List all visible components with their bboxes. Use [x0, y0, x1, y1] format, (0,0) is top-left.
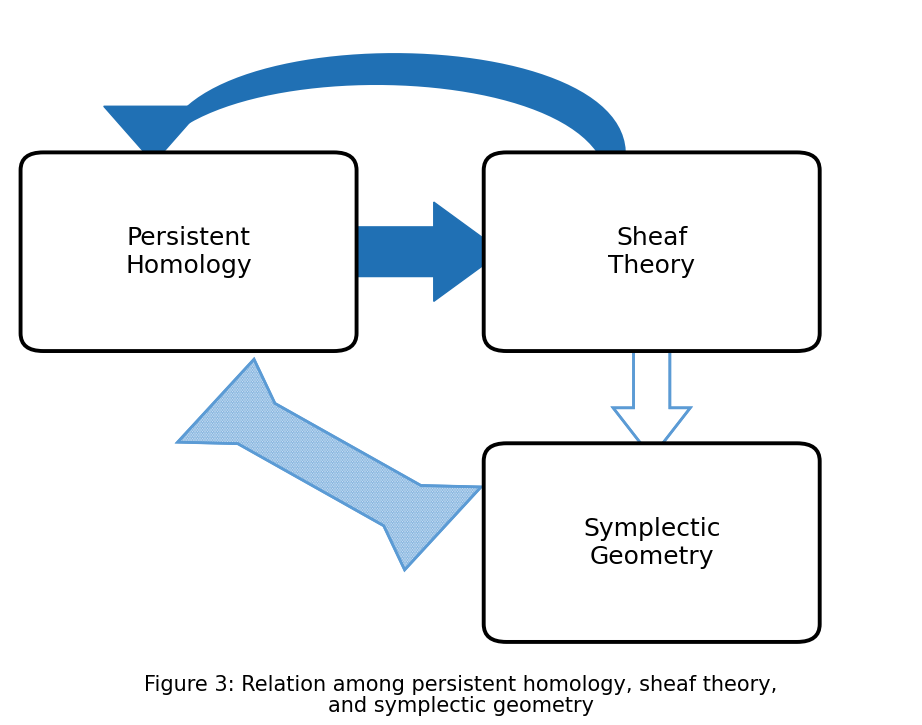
Text: Persistent
Homology: Persistent Homology [125, 225, 252, 278]
Polygon shape [338, 202, 502, 302]
Polygon shape [104, 107, 204, 163]
Polygon shape [178, 360, 481, 570]
Text: Figure 3: Relation among persistent homology, sheaf theory,: Figure 3: Relation among persistent homo… [145, 674, 777, 695]
Text: Symplectic
Geometry: Symplectic Geometry [583, 517, 720, 568]
Text: Sheaf
Theory: Sheaf Theory [609, 225, 695, 278]
Polygon shape [145, 53, 626, 186]
Polygon shape [613, 337, 691, 457]
FancyBboxPatch shape [484, 443, 820, 642]
FancyBboxPatch shape [484, 152, 820, 351]
FancyBboxPatch shape [20, 152, 357, 351]
Text: and symplectic geometry: and symplectic geometry [328, 696, 594, 716]
